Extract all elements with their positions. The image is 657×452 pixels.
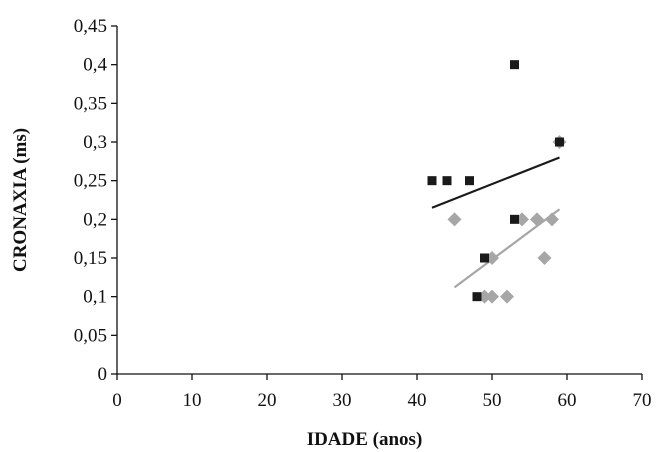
data-point-square bbox=[442, 176, 452, 186]
data-point-diamond bbox=[500, 289, 514, 304]
x-tick-label: 70 bbox=[633, 390, 652, 411]
y-tick-label: 0,3 bbox=[83, 132, 107, 153]
data-point-diamond bbox=[530, 212, 544, 227]
y-tick-label: 0,05 bbox=[74, 325, 107, 346]
data-point-diamond bbox=[545, 212, 559, 227]
data-point-square bbox=[555, 137, 564, 147]
x-tick-label: 30 bbox=[333, 390, 352, 411]
y-axis-ticks: 0 0,05 0,1 0,15 0,2 0,25 0,3 0,35 0,4 0,45 bbox=[74, 16, 117, 385]
x-tick-label: 60 bbox=[558, 390, 577, 411]
y-tick-label: 0,4 bbox=[83, 55, 107, 76]
trendline-square bbox=[431, 156, 560, 209]
data-point-square bbox=[510, 214, 519, 224]
y-tick-label: 0,2 bbox=[83, 209, 107, 230]
data-point-square bbox=[510, 60, 519, 70]
data-point-square bbox=[480, 253, 489, 263]
x-tick-label: 0 bbox=[112, 390, 122, 411]
y-tick-label: 0,25 bbox=[74, 171, 107, 192]
data-point-diamond bbox=[537, 251, 552, 265]
y-tick-label: 0 bbox=[98, 364, 108, 385]
y-tick-label: 0,45 bbox=[74, 16, 107, 37]
x-tick-label: 40 bbox=[408, 390, 427, 411]
x-tick-label: 20 bbox=[258, 390, 277, 411]
data-point-square bbox=[465, 176, 474, 186]
x-tick-label: 50 bbox=[483, 390, 502, 411]
y-axis-title: CRONAXIA (ms) bbox=[10, 128, 31, 272]
data-points bbox=[427, 60, 567, 304]
y-tick-label: 0,1 bbox=[83, 287, 107, 308]
y-tick-label: 0,15 bbox=[74, 248, 107, 269]
trendline-diamond bbox=[453, 208, 561, 289]
x-axis-ticks: 0 10 20 30 40 50 60 70 bbox=[112, 374, 652, 411]
x-axis-title: IDADE (anos) bbox=[307, 429, 423, 450]
data-point-square bbox=[472, 292, 482, 302]
data-point-diamond bbox=[485, 289, 499, 304]
trendlines bbox=[431, 156, 561, 289]
data-point-diamond bbox=[447, 212, 462, 227]
x-tick-label: 10 bbox=[183, 390, 202, 411]
data-point-square bbox=[427, 176, 437, 186]
y-tick-label: 0,35 bbox=[74, 93, 107, 114]
